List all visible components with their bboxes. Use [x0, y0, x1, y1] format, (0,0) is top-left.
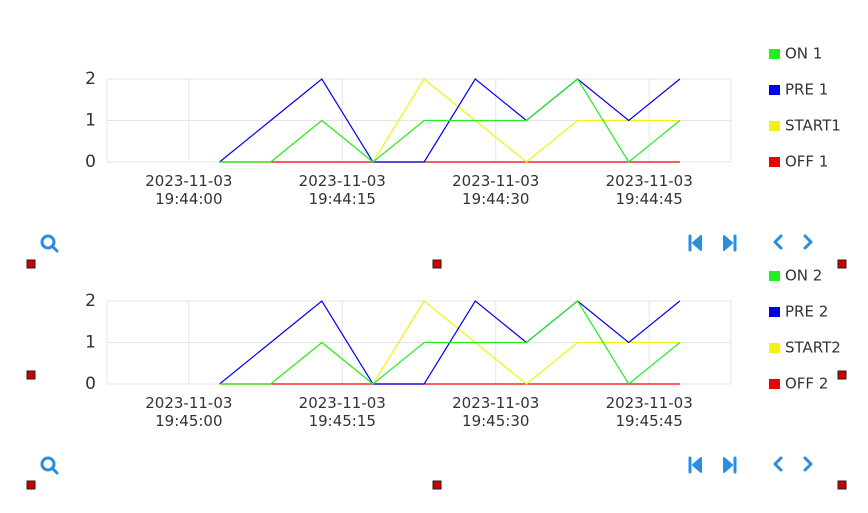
- legend-label: PRE 1: [785, 81, 828, 99]
- y-tick-label: 2: [85, 291, 96, 311]
- legend-swatch: [769, 121, 780, 131]
- prev-button[interactable]: [773, 456, 783, 472]
- legend-label: OFF 1: [785, 153, 828, 171]
- resize-handles: [26, 259, 847, 490]
- y-tick-label: 0: [85, 374, 96, 394]
- legend-label: ON 1: [785, 45, 822, 63]
- legend-swatch: [769, 271, 780, 281]
- last-button[interactable]: [723, 456, 737, 474]
- x-tick-label: 2023-11-03 19:45:15: [298, 394, 386, 430]
- handle: [432, 259, 442, 269]
- legend-swatch: [769, 157, 780, 167]
- legend-swatch: [769, 49, 780, 59]
- zoom-button[interactable]: [40, 234, 59, 253]
- x-tick-label: 2023-11-03 19:44:15: [298, 172, 386, 208]
- handle: [432, 480, 442, 490]
- legend-label: OFF 2: [785, 375, 828, 393]
- y-tick-label: 1: [85, 333, 96, 353]
- handle: [26, 480, 36, 490]
- x-tick-label: 2023-11-03 19:44:00: [145, 172, 233, 208]
- first-button[interactable]: [688, 234, 702, 252]
- last-button[interactable]: [723, 234, 737, 252]
- legend-label: START2: [785, 339, 841, 357]
- y-tick-label: 0: [85, 152, 96, 172]
- handle: [837, 480, 847, 490]
- next-button[interactable]: [803, 234, 813, 250]
- zoom-button[interactable]: [40, 456, 59, 475]
- y-tick-label: 2: [85, 69, 96, 89]
- toolbar: [40, 234, 813, 253]
- handle: [26, 259, 36, 269]
- handle: [837, 370, 847, 380]
- x-tick-label: 2023-11-03 19:45:00: [145, 394, 233, 430]
- first-button[interactable]: [688, 456, 702, 474]
- next-button[interactable]: [803, 456, 813, 472]
- legend-swatch: [769, 85, 780, 95]
- legend-label: ON 2: [785, 267, 822, 285]
- series-line: [219, 78, 681, 163]
- legend-swatch: [769, 343, 780, 353]
- legend-swatch: [769, 307, 780, 317]
- legend-swatch: [769, 379, 780, 389]
- legend-label: START1: [785, 117, 841, 135]
- y-tick-label: 1: [85, 111, 96, 131]
- handle: [837, 259, 847, 269]
- toolbar: [40, 456, 813, 475]
- x-tick-label: 2023-11-03 19:44:45: [605, 172, 693, 208]
- legend-label: PRE 2: [785, 303, 828, 321]
- x-tick-label: 2023-11-03 19:45:30: [452, 394, 540, 430]
- handle: [26, 370, 36, 380]
- series-line: [219, 300, 681, 385]
- x-tick-label: 2023-11-03 19:45:45: [605, 394, 693, 430]
- x-tick-label: 2023-11-03 19:44:30: [452, 172, 540, 208]
- prev-button[interactable]: [773, 234, 783, 250]
